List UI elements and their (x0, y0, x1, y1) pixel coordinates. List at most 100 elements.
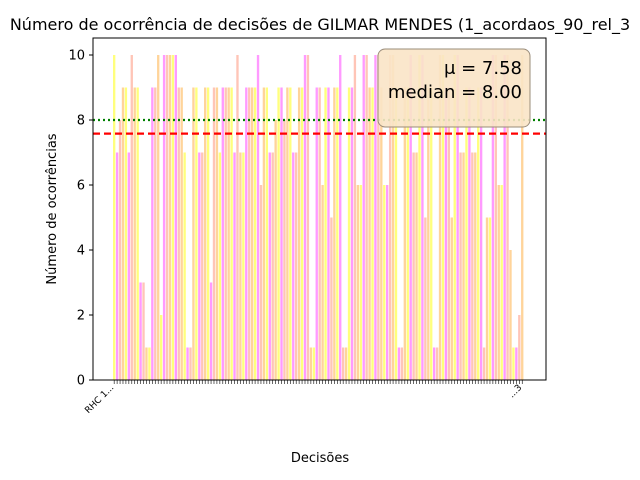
bar (201, 152, 204, 380)
bar (162, 55, 166, 380)
bar (441, 55, 445, 380)
bar (341, 347, 345, 380)
bar (450, 217, 453, 380)
bar (371, 87, 374, 380)
bar (177, 87, 180, 380)
bar (165, 55, 169, 380)
bar (365, 55, 368, 380)
bar (432, 347, 436, 380)
bar (312, 347, 315, 380)
bar (221, 87, 224, 380)
bar (154, 87, 157, 380)
bar (386, 185, 389, 380)
bar (300, 87, 304, 380)
bar (218, 152, 222, 380)
y-tick-label: 10 (68, 49, 85, 64)
bar (248, 87, 251, 380)
bar (477, 87, 480, 380)
bar (380, 87, 383, 380)
bar (206, 87, 210, 380)
bar (174, 55, 177, 380)
bar (468, 87, 471, 380)
bar (239, 152, 242, 380)
bar (286, 87, 289, 380)
bar (339, 55, 342, 380)
bar (233, 152, 236, 380)
bar (245, 87, 248, 380)
bar (259, 185, 263, 380)
bar (230, 87, 233, 380)
bar (506, 55, 509, 380)
bar (465, 87, 468, 380)
bar (403, 87, 406, 380)
bar (462, 152, 465, 380)
bar (459, 152, 462, 380)
bar (456, 55, 459, 380)
bar (209, 282, 213, 380)
bar (292, 152, 295, 380)
bar (227, 87, 230, 380)
bar (421, 55, 424, 380)
bar (180, 87, 183, 380)
bar (168, 55, 172, 380)
bar (198, 152, 201, 380)
bar (236, 55, 239, 380)
bar (512, 347, 515, 380)
bar (265, 87, 269, 380)
x-tick-label: RHC 1... (83, 383, 116, 416)
bar (488, 217, 492, 380)
bar (353, 55, 357, 380)
bar (406, 87, 409, 380)
plot-frame (92, 37, 547, 381)
bar (297, 87, 301, 380)
median-legend-text: median = 8.00 (388, 82, 522, 103)
bar (195, 87, 198, 380)
bar (148, 347, 151, 380)
bar (359, 185, 362, 380)
bar (471, 152, 474, 380)
bar (321, 185, 324, 380)
bar (362, 55, 365, 380)
bar (271, 152, 274, 380)
bar (121, 87, 125, 380)
bar (283, 120, 286, 380)
bar (383, 185, 386, 380)
bar (274, 120, 277, 380)
bar (145, 347, 148, 380)
bar (521, 55, 524, 380)
bar (485, 217, 489, 380)
bar (336, 87, 339, 380)
bar (412, 152, 415, 380)
bar (124, 87, 128, 380)
bar (330, 217, 333, 380)
x-axis-label: Decisões (291, 451, 349, 466)
bar (204, 87, 207, 380)
bar (482, 347, 486, 380)
bar (518, 315, 521, 380)
bar (212, 87, 216, 380)
bar (347, 87, 351, 380)
bar (479, 87, 483, 380)
bar (133, 87, 136, 380)
bar (400, 347, 404, 380)
bar (409, 55, 412, 380)
bar (242, 152, 245, 380)
y-tick-label: 4 (77, 244, 85, 259)
bars-group (113, 55, 524, 380)
bar (318, 87, 321, 380)
bar (183, 152, 186, 380)
bar (427, 87, 430, 380)
bar (356, 185, 360, 380)
bar (224, 87, 227, 380)
bar (253, 87, 257, 380)
bar (151, 87, 154, 380)
bar (333, 87, 336, 380)
bar (256, 55, 260, 380)
bar (277, 87, 280, 380)
y-axis-ticks: 0 2 4 6 8 10 (68, 49, 93, 389)
bar (509, 250, 512, 380)
bar (444, 87, 448, 380)
bar (435, 347, 439, 380)
bar (368, 87, 371, 380)
bar (306, 55, 310, 380)
